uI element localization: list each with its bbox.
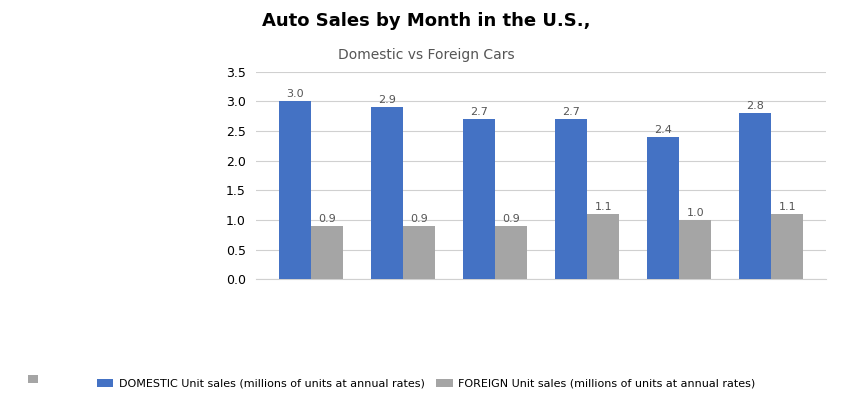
Text: 2.8: 2.8: [746, 101, 764, 111]
Bar: [679, 220, 711, 279]
Text: 2.7: 2.7: [562, 107, 580, 117]
Bar: [311, 226, 343, 279]
Bar: [371, 107, 403, 279]
Bar: [739, 113, 771, 279]
Bar: [647, 137, 679, 279]
Text: 2.9: 2.9: [378, 95, 395, 105]
Text: 0.9: 0.9: [410, 213, 428, 223]
Text: 1.1: 1.1: [595, 202, 612, 212]
Bar: [495, 226, 527, 279]
Bar: [587, 214, 619, 279]
Text: 0.9: 0.9: [502, 213, 520, 223]
Text: Auto Sales by Month in the U.S.,: Auto Sales by Month in the U.S.,: [262, 12, 590, 30]
Text: 1.0: 1.0: [687, 207, 704, 217]
Legend: DOMESTIC Unit sales (millions of units at annual rates), FOREIGN Unit sales (mil: DOMESTIC Unit sales (millions of units a…: [92, 374, 760, 393]
Text: Domestic vs Foreign Cars: Domestic vs Foreign Cars: [337, 48, 515, 62]
Bar: [463, 119, 495, 279]
Text: 0.9: 0.9: [318, 213, 336, 223]
Bar: [279, 101, 311, 279]
Text: 1.1: 1.1: [779, 202, 796, 212]
Text: 2.7: 2.7: [470, 107, 488, 117]
Bar: [771, 214, 803, 279]
Text: 3.0: 3.0: [286, 89, 303, 99]
Bar: [403, 226, 435, 279]
Text: 2.4: 2.4: [654, 124, 672, 134]
Bar: [555, 119, 587, 279]
